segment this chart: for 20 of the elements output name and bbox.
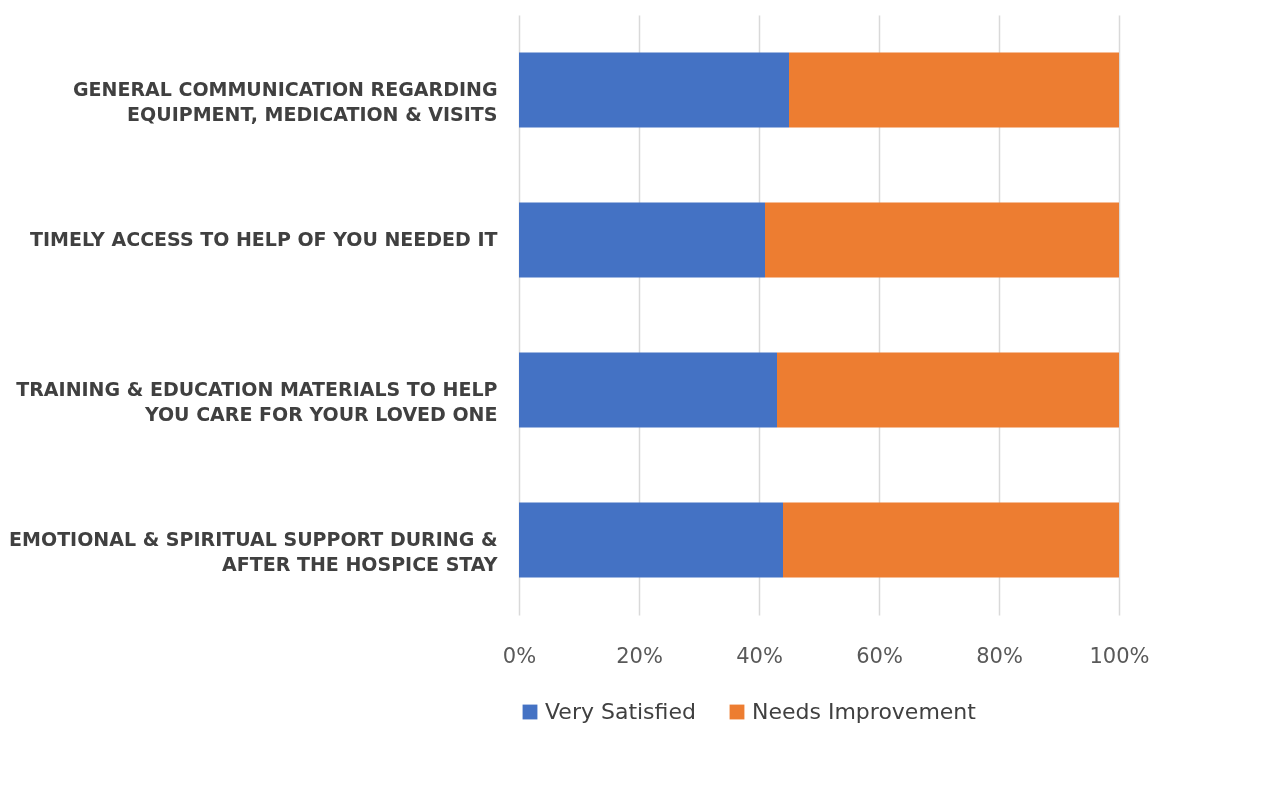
x-tick-label: 60%: [856, 643, 903, 668]
x-tick-label: 20%: [616, 643, 663, 668]
legend-label: Needs Improvement: [752, 699, 977, 724]
y-tick-label: TIMELY ACCESS TO HELP OF YOU NEEDED IT: [30, 228, 498, 250]
bar: [777, 352, 1119, 428]
bar: [519, 52, 789, 128]
legend-label: Very Satisfied: [545, 699, 696, 724]
y-tick-label: GENERAL COMMUNICATION REGARDING EQUIPMENT, MEDICATION & VISITS: [72, 78, 498, 125]
bar: [783, 502, 1119, 578]
bar: [519, 202, 765, 278]
bar: [789, 52, 1119, 128]
x-tick-label: 40%: [736, 643, 783, 668]
bar: [519, 352, 777, 428]
y-tick-label: TRAINING & EDUCATION MATERIALS TO HELP YOU CARE FOR YOUR LOVED ONE: [16, 378, 498, 425]
x-tick-label: 0%: [502, 643, 537, 668]
bar: [519, 502, 783, 578]
y-tick-label: EMOTIONAL & SPIRITUAL SUPPORT DURING & AFTER THE HOSPICE STAY: [9, 528, 498, 575]
bar: [765, 202, 1119, 278]
x-tick-label: 100%: [1089, 643, 1150, 668]
x-tick-label: 80%: [976, 643, 1023, 668]
